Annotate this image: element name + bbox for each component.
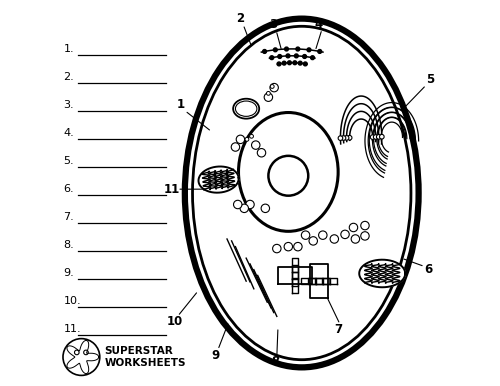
Circle shape: [63, 339, 100, 376]
Circle shape: [318, 231, 327, 239]
Circle shape: [370, 135, 375, 139]
Polygon shape: [359, 260, 405, 287]
Circle shape: [310, 56, 314, 59]
Circle shape: [296, 47, 300, 51]
Text: 4: 4: [315, 18, 323, 31]
Ellipse shape: [185, 19, 418, 367]
Circle shape: [240, 204, 248, 213]
Circle shape: [294, 54, 298, 58]
Text: 5.: 5.: [64, 156, 74, 166]
Ellipse shape: [236, 101, 257, 116]
Circle shape: [284, 242, 292, 251]
Text: 8: 8: [271, 355, 279, 368]
Circle shape: [348, 135, 352, 140]
Circle shape: [330, 235, 338, 243]
Ellipse shape: [238, 113, 338, 231]
Text: 3.: 3.: [64, 100, 74, 110]
Polygon shape: [292, 278, 298, 293]
Circle shape: [374, 135, 378, 139]
Circle shape: [302, 231, 310, 239]
Circle shape: [376, 135, 381, 139]
Circle shape: [318, 49, 322, 53]
Circle shape: [293, 61, 297, 65]
Text: 10: 10: [167, 315, 184, 328]
Circle shape: [262, 49, 266, 53]
Text: 7.: 7.: [64, 212, 74, 222]
Text: 8.: 8.: [64, 240, 74, 250]
Circle shape: [284, 47, 288, 51]
Text: 2: 2: [236, 12, 244, 25]
Circle shape: [84, 350, 88, 355]
Text: 10.: 10.: [64, 296, 81, 306]
Ellipse shape: [268, 156, 308, 196]
Circle shape: [361, 232, 369, 240]
Circle shape: [252, 141, 260, 149]
Circle shape: [294, 242, 302, 251]
Text: 1: 1: [177, 98, 185, 111]
Circle shape: [274, 48, 277, 52]
Circle shape: [350, 223, 358, 232]
Circle shape: [309, 237, 318, 245]
Circle shape: [278, 54, 281, 58]
Polygon shape: [292, 265, 298, 279]
Circle shape: [307, 48, 311, 52]
Circle shape: [266, 91, 270, 95]
Circle shape: [282, 61, 286, 65]
Polygon shape: [322, 278, 336, 284]
Polygon shape: [198, 166, 238, 193]
Text: 6.: 6.: [64, 184, 74, 194]
Circle shape: [234, 200, 242, 209]
Circle shape: [272, 244, 281, 253]
Circle shape: [264, 93, 272, 102]
Circle shape: [270, 56, 274, 59]
Circle shape: [344, 135, 349, 140]
Text: 3: 3: [269, 18, 277, 31]
Text: 4.: 4.: [64, 128, 74, 138]
Circle shape: [250, 134, 254, 138]
Text: 7: 7: [334, 323, 342, 335]
Circle shape: [341, 136, 346, 141]
Circle shape: [341, 230, 349, 239]
Circle shape: [270, 85, 274, 88]
Polygon shape: [315, 278, 330, 284]
Circle shape: [302, 54, 306, 58]
Ellipse shape: [233, 99, 259, 119]
Circle shape: [74, 350, 79, 355]
Circle shape: [258, 149, 266, 157]
Text: 2.: 2.: [64, 72, 74, 82]
Text: 5: 5: [426, 73, 434, 86]
Text: 9.: 9.: [64, 268, 74, 278]
Circle shape: [246, 200, 254, 209]
Circle shape: [270, 83, 278, 92]
Circle shape: [277, 62, 281, 66]
Circle shape: [231, 143, 239, 151]
Circle shape: [298, 61, 302, 65]
Polygon shape: [292, 272, 298, 286]
Circle shape: [261, 204, 270, 213]
Text: WORKSHEETS: WORKSHEETS: [104, 358, 186, 368]
Polygon shape: [302, 278, 316, 284]
Polygon shape: [292, 258, 298, 273]
Text: 9: 9: [212, 349, 220, 362]
Circle shape: [288, 61, 292, 65]
Text: 11.: 11.: [64, 324, 81, 334]
Circle shape: [361, 221, 369, 230]
Circle shape: [380, 134, 384, 139]
Polygon shape: [308, 278, 323, 284]
Circle shape: [304, 62, 307, 66]
Circle shape: [286, 54, 290, 58]
Circle shape: [338, 136, 342, 141]
Text: 11: 11: [164, 183, 180, 196]
Text: SUPERSTAR: SUPERSTAR: [104, 346, 173, 356]
Text: 1.: 1.: [64, 44, 74, 54]
Circle shape: [245, 137, 249, 141]
Text: 6: 6: [424, 263, 432, 276]
Circle shape: [236, 135, 244, 144]
Circle shape: [351, 235, 360, 243]
